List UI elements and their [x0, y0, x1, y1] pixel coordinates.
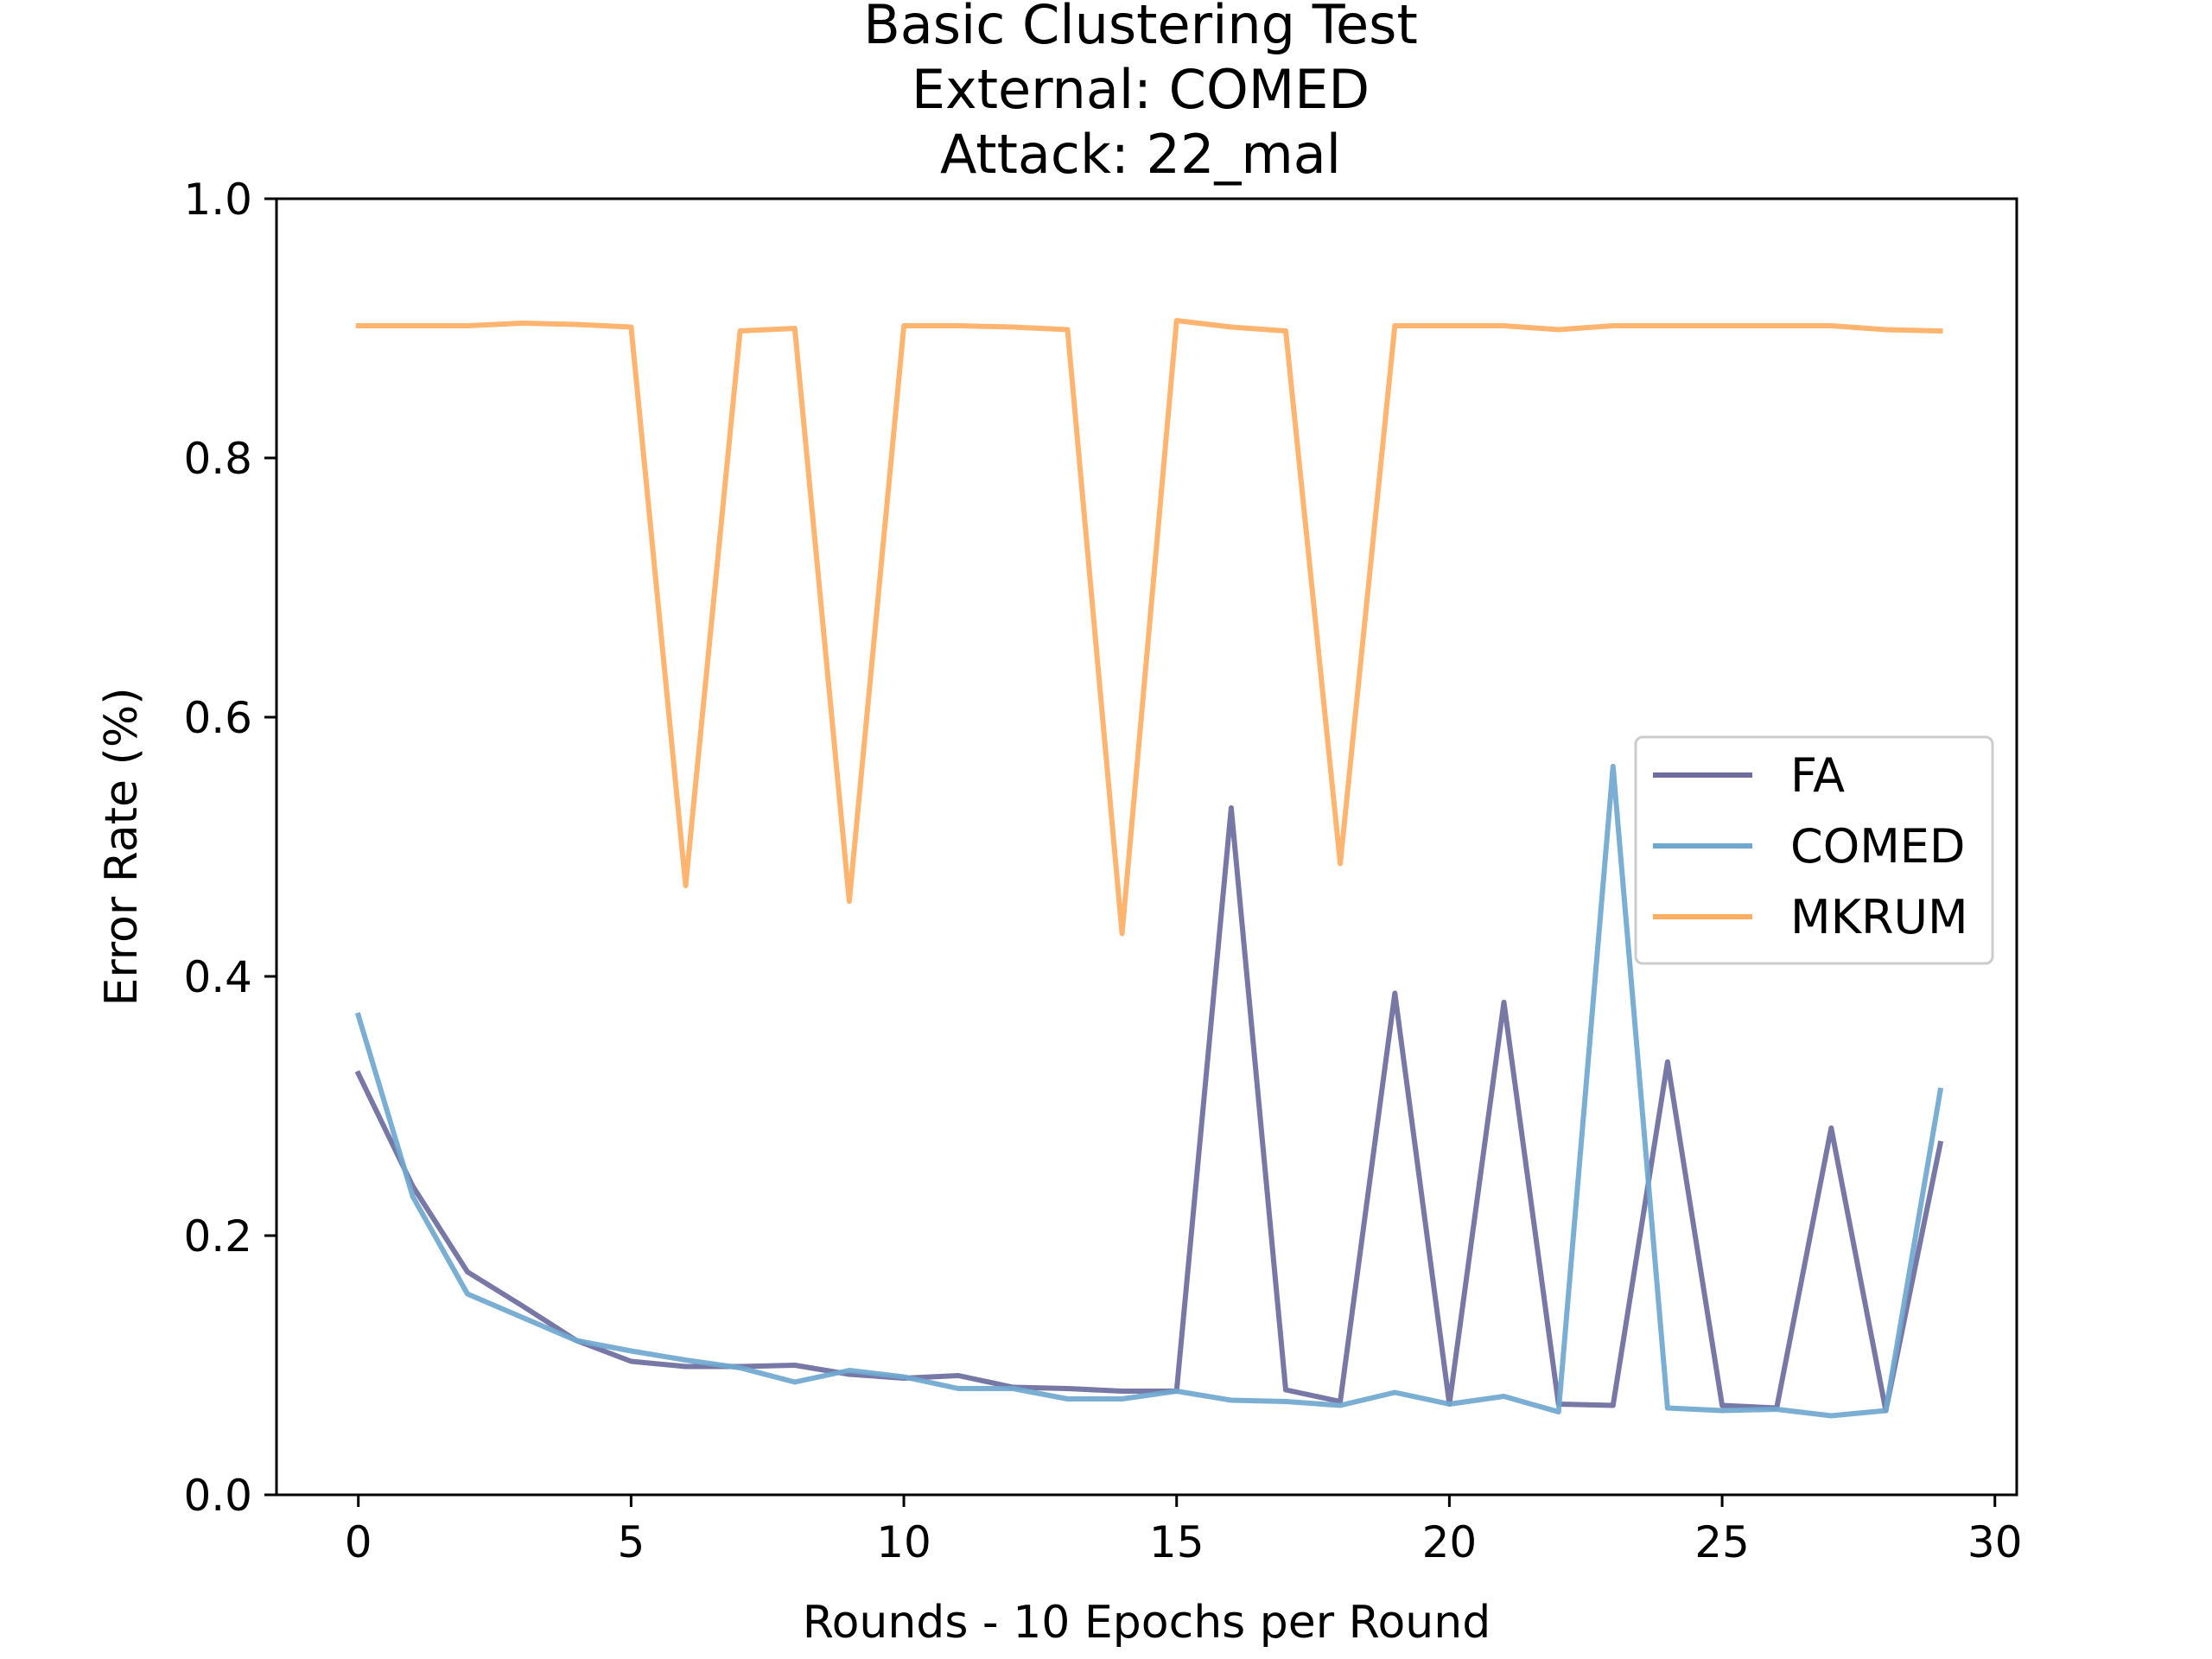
x-tick-label: 20	[1422, 1517, 1478, 1567]
x-tick-label: 0	[345, 1517, 372, 1567]
y-tick-label: 0.2	[183, 1211, 252, 1262]
legend-label-comed: COMED	[1790, 819, 1966, 874]
chart-title-line-1: Basic Clustering Test	[863, 0, 1418, 56]
x-axis: 0 5 10 15 20 25 30	[345, 1495, 2023, 1567]
legend-frame	[1634, 735, 1994, 965]
y-tick-label: 0.0	[183, 1471, 252, 1521]
chart-title-line-2: External: COMED	[912, 58, 1370, 121]
y-tick-label: 0.6	[183, 693, 252, 743]
chart-title-line-3: Attack: 22_mal	[940, 123, 1341, 186]
series-line-mkrum	[355, 318, 1943, 937]
x-axis-label: Rounds - 10 Epochs per Round	[803, 1597, 1491, 1649]
y-tick-label: 0.8	[183, 434, 252, 484]
x-tick-label: 25	[1694, 1517, 1750, 1567]
legend-label-mkrum: MKRUM	[1790, 890, 1968, 944]
x-tick-label: 5	[617, 1517, 645, 1567]
y-axis-label: Error Rate (%)	[96, 687, 148, 1006]
y-tick-label: 0.4	[183, 952, 252, 1002]
y-tick-label: 1.0	[183, 175, 252, 225]
plot-frame	[275, 197, 2018, 1497]
legend: FA COMED MKRUM	[1634, 735, 1994, 965]
plot-area	[354, 318, 1944, 1419]
chart-title: Basic Clustering Test External: COMED At…	[863, 0, 1418, 186]
x-tick-label: 30	[1967, 1517, 2023, 1567]
series-line-comed	[354, 764, 1944, 1419]
legend-label-fa: FA	[1790, 748, 1845, 803]
x-tick-label: 15	[1149, 1517, 1205, 1567]
y-axis: 0.0 0.2 0.4 0.6 0.8 1.0	[183, 175, 276, 1521]
x-tick-label: 10	[876, 1517, 931, 1567]
series-line-fa	[354, 805, 1944, 1414]
